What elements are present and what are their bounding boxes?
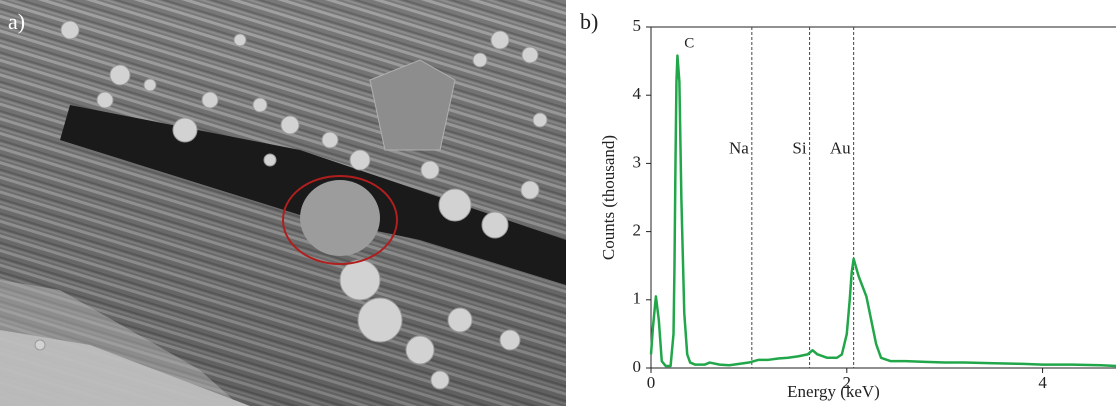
y-tick-label: 0: [633, 357, 642, 376]
x-tick-label: 4: [1038, 373, 1047, 392]
x-tick-label: 2: [843, 373, 852, 392]
peak-label: C: [684, 35, 694, 51]
panel-label: b): [580, 9, 598, 34]
x-tick-label: 0: [647, 373, 656, 392]
x-axis-label: Energy (keV): [787, 382, 880, 401]
panel-label: a): [8, 9, 25, 34]
element-label: Si: [792, 139, 806, 158]
y-tick-label: 4: [633, 84, 642, 103]
y-tick-label: 5: [633, 16, 642, 35]
y-tick-label: 3: [633, 152, 642, 171]
element-label: Na: [729, 139, 749, 158]
highlight-circle: [282, 175, 398, 265]
spectrum-line: [649, 54, 1117, 368]
sem-image: a): [0, 0, 566, 406]
y-tick-label: 1: [633, 289, 642, 308]
y-axis-label: Counts (thousand): [599, 135, 618, 260]
y-tick-label: 2: [633, 221, 642, 240]
element-label: Au: [830, 139, 851, 158]
